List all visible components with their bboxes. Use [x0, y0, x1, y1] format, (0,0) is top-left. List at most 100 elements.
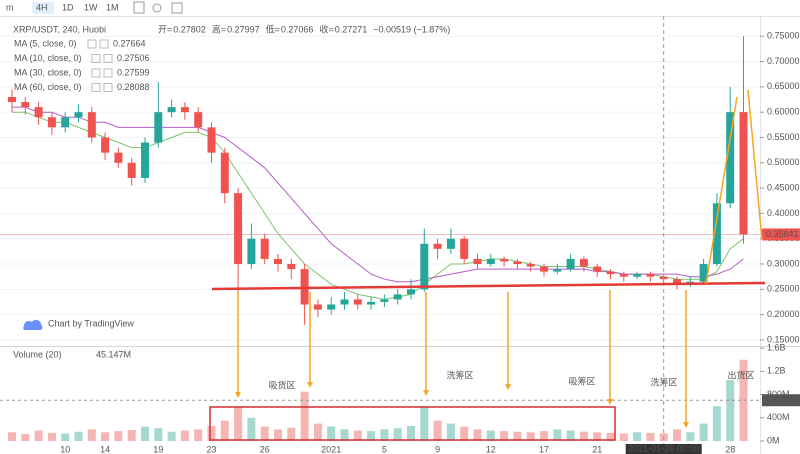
change: −0.00519 (−1.87%): [373, 24, 450, 34]
candle-body: [274, 258, 282, 265]
candle-body: [367, 301, 376, 305]
volume-bar: [712, 406, 721, 441]
y-tick-label: 0.30000: [767, 258, 800, 268]
last-price-box: [762, 228, 800, 241]
candle-body: [500, 258, 509, 262]
volume-bar: [194, 429, 203, 441]
candle-body: [486, 258, 495, 265]
trend-line: [705, 96, 738, 285]
ohlc-label: 低=: [266, 23, 280, 34]
volume-bar: [327, 426, 336, 441]
interval-button[interactable]: 1W: [84, 2, 98, 12]
legend-icon[interactable]: [87, 39, 97, 49]
candle-body: [712, 203, 721, 265]
volume-bar: [87, 429, 96, 441]
y-tick-label: 0.50000: [767, 157, 800, 167]
candle-body: [61, 117, 70, 128]
highlight-box: [209, 406, 616, 441]
y-tick-label: 0.70000: [767, 56, 800, 66]
crosshair-box: [625, 444, 702, 454]
y-tick-label: 0.15000: [767, 334, 800, 344]
active-interval: [32, 2, 54, 14]
volume-bar: [380, 429, 389, 441]
y-tick-label: 0.45000: [767, 182, 800, 192]
volume-bar: [526, 432, 535, 441]
volume-bar: [141, 426, 149, 441]
volume-bar: [274, 429, 282, 441]
volume-bar: [500, 431, 509, 441]
candle-body: [566, 258, 575, 270]
toolbar-icon[interactable]: [152, 3, 162, 13]
volume-bar: [74, 431, 83, 441]
candle-body: [380, 299, 389, 302]
ohlc-label: 收=: [319, 23, 333, 34]
volume-bar: [47, 432, 56, 441]
arrow-head: [683, 422, 689, 428]
volume-bar: [340, 429, 349, 441]
volume-bar: [593, 432, 602, 441]
zone-label: 出货区: [727, 369, 754, 380]
candle-body: [260, 238, 269, 259]
legend-icon[interactable]: [91, 83, 101, 92]
x-tick-label: 26: [260, 444, 270, 454]
volume-bar: [407, 425, 415, 441]
candle-body: [393, 294, 402, 300]
volume-bar: [646, 432, 655, 441]
support-line: [211, 281, 766, 291]
volume-bar: [367, 431, 376, 441]
arrow-head: [235, 392, 241, 398]
volume-tick-label: 1.2B: [767, 366, 786, 376]
candle-body: [446, 238, 455, 249]
ma-legend-value: 0.28088: [117, 82, 150, 92]
y-tick-label: 0.25000: [767, 284, 800, 294]
candle-body: [606, 271, 615, 275]
volume-bar: [673, 429, 681, 441]
ma-legend-name: MA (30, close, 0): [14, 67, 82, 77]
legend-icon[interactable]: [99, 39, 109, 49]
ma-legend-value: 0.27506: [117, 53, 150, 63]
toolbar-icon[interactable]: [133, 1, 145, 14]
volume-bar: [726, 380, 735, 441]
candle-body: [433, 243, 442, 249]
volume-bar: [699, 423, 708, 441]
x-tick-label: 10: [60, 444, 70, 454]
volume-bar: [8, 432, 16, 441]
legend-icon[interactable]: [103, 54, 113, 63]
candle-body: [167, 107, 176, 113]
volume-bar: [287, 427, 296, 441]
candle-body: [220, 152, 229, 194]
x-tick-label: 2021: [321, 444, 341, 454]
watermark-logo: [23, 319, 43, 330]
ohlc-value: 0.27997: [227, 24, 260, 34]
legend-icon[interactable]: [103, 68, 113, 78]
candle-body: [313, 304, 322, 310]
volume-tick-label: 0M: [767, 435, 780, 445]
interval-button[interactable]: m: [6, 2, 14, 12]
legend-icon[interactable]: [103, 83, 113, 92]
volume-bar: [220, 420, 229, 441]
y-tick-label: 0.20000: [767, 309, 800, 319]
volume-bar: [114, 431, 123, 441]
ma-legend-name: MA (5, close, 0): [14, 38, 77, 48]
interval-button[interactable]: 1M: [106, 2, 119, 12]
volume-bar: [420, 406, 429, 441]
zone-label: 吸货区: [268, 379, 295, 390]
toolbar-icon[interactable]: [171, 2, 183, 14]
volume-bar: [566, 430, 575, 441]
volume-bar: [486, 430, 495, 441]
volume-bar: [433, 420, 442, 441]
interval-button[interactable]: 4H: [36, 2, 48, 12]
candle-body: [21, 102, 30, 108]
ohlc-label: 高=: [212, 23, 226, 34]
y-tick-label: 0.65000: [767, 81, 800, 91]
volume-marker-box: [762, 394, 800, 407]
legend-icon[interactable]: [91, 54, 101, 63]
candle-body: [633, 274, 642, 277]
legend-icon[interactable]: [91, 68, 101, 78]
chart-title: XRP/USDT, 240, Huobi: [13, 24, 106, 34]
candle-body: [87, 112, 96, 138]
interval-button[interactable]: 1D: [62, 2, 74, 12]
ohlc-value: 0.27066: [281, 24, 314, 34]
